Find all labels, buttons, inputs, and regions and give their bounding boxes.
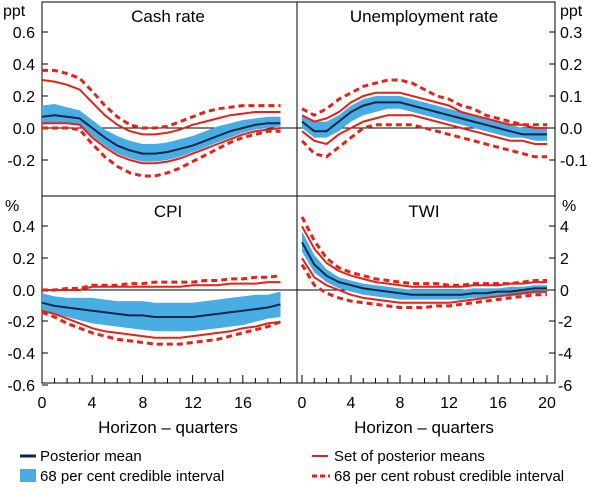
legend: Posterior mean Set of posterior means 68… [20, 448, 564, 485]
x-tick-label: 8 [396, 395, 405, 412]
posterior-means-lower-line [42, 122, 281, 165]
x-tick-label: 20 [538, 395, 556, 412]
x-tick-label: 8 [139, 395, 148, 412]
y-tick-label: 0.6 [13, 25, 35, 42]
unit-label-bottom-left: % [5, 198, 19, 215]
posterior-means-upper-line [41, 79, 281, 136]
robust-interval-lower-line [300, 263, 547, 309]
y-tick-label: 0.0 [13, 121, 35, 138]
panel-title-cpi: CPI [154, 202, 182, 221]
robust-interval-upper-line [301, 78, 547, 127]
y-tick-label: 0.2 [13, 251, 35, 268]
x-axis-title-left: Horizon – quarters [98, 418, 238, 437]
posterior-mean-line [301, 241, 547, 296]
x-tick-label: 12 [184, 395, 202, 412]
y-tick-label: -0.4 [7, 346, 35, 363]
panel-title-twi: TWI [408, 202, 439, 221]
robust-interval-lower-line [300, 123, 547, 159]
unit-label-top-right: ppt [560, 3, 583, 20]
y-tick-label: 0.2 [13, 89, 35, 106]
robust-interval-lower-line [42, 126, 281, 178]
y-tick-label: -0.6 [7, 378, 35, 395]
y-tick-label: 0 [560, 283, 569, 300]
y-tick-label: 0.1 [560, 89, 582, 106]
y-tick-label: -0.2 [7, 153, 35, 170]
x-tick-label: 0 [38, 395, 47, 412]
posterior-mean-line [41, 114, 281, 155]
x-tick-label: 16 [234, 395, 252, 412]
y-tick-label: -0.1 [560, 153, 588, 170]
chart-frame [41, 1, 556, 386]
credible-interval-band [42, 104, 281, 162]
legend-swatch-credible-interval [20, 469, 36, 482]
posterior-means-lower-line [301, 257, 547, 304]
y-tick-label: 4 [560, 219, 569, 236]
y-tick-label: 2 [560, 251, 569, 268]
x-tick-label: 0 [298, 395, 307, 412]
posterior-means-upper-line [42, 281, 281, 291]
credible-interval-band [42, 291, 281, 332]
unit-label-bottom-right: % [562, 198, 576, 215]
legend-label-set-of-posterior-means: Set of posterior means [334, 448, 485, 465]
posterior-mean-line [301, 101, 547, 136]
y-tick-label: 0.2 [560, 57, 582, 74]
unit-label-top-left: ppt [3, 3, 26, 20]
x-tick-label: 4 [347, 395, 356, 412]
y-tick-label: 0.3 [560, 25, 582, 42]
posterior-means-lower-line [41, 309, 281, 339]
posterior-means-upper-line [301, 91, 547, 129]
panel-title-unemployment-rate: Unemployment rate [350, 7, 498, 26]
y-tick-label: 0.4 [13, 57, 35, 74]
x-tick-label: 12 [440, 395, 458, 412]
y-tick-label: -0.2 [7, 314, 35, 331]
x-tick-label: 4 [88, 395, 97, 412]
robust-interval-upper-line [42, 68, 281, 130]
robust-interval-lower-line [41, 310, 282, 346]
legend-label-credible-interval: 68 per cent credible interval [40, 468, 224, 485]
panel-title-cash-rate: Cash rate [131, 7, 205, 26]
y-tick-label: -6 [558, 378, 572, 395]
posterior-mean-line [41, 301, 281, 318]
y-tick-label: 0.4 [13, 219, 35, 236]
x-tick-label: 16 [489, 395, 507, 412]
robust-interval-upper-line [300, 216, 547, 287]
series-lines [41, 68, 547, 346]
legend-label-robust-credible-interval: 68 per cent robust credible interval [334, 468, 564, 485]
y-tick-label: -2 [558, 314, 572, 331]
y-tick-label: 0.0 [13, 283, 35, 300]
x-axis-title-right: Horizon – quarters [354, 418, 494, 437]
credible-interval-band [302, 96, 547, 141]
legend-label-posterior-mean: Posterior mean [40, 448, 142, 465]
plot-frame [41, 1, 556, 384]
posterior-means-lower-line [301, 114, 547, 146]
y-tick-label: 0.0 [560, 121, 582, 138]
y-tick-label: -4 [558, 346, 572, 363]
